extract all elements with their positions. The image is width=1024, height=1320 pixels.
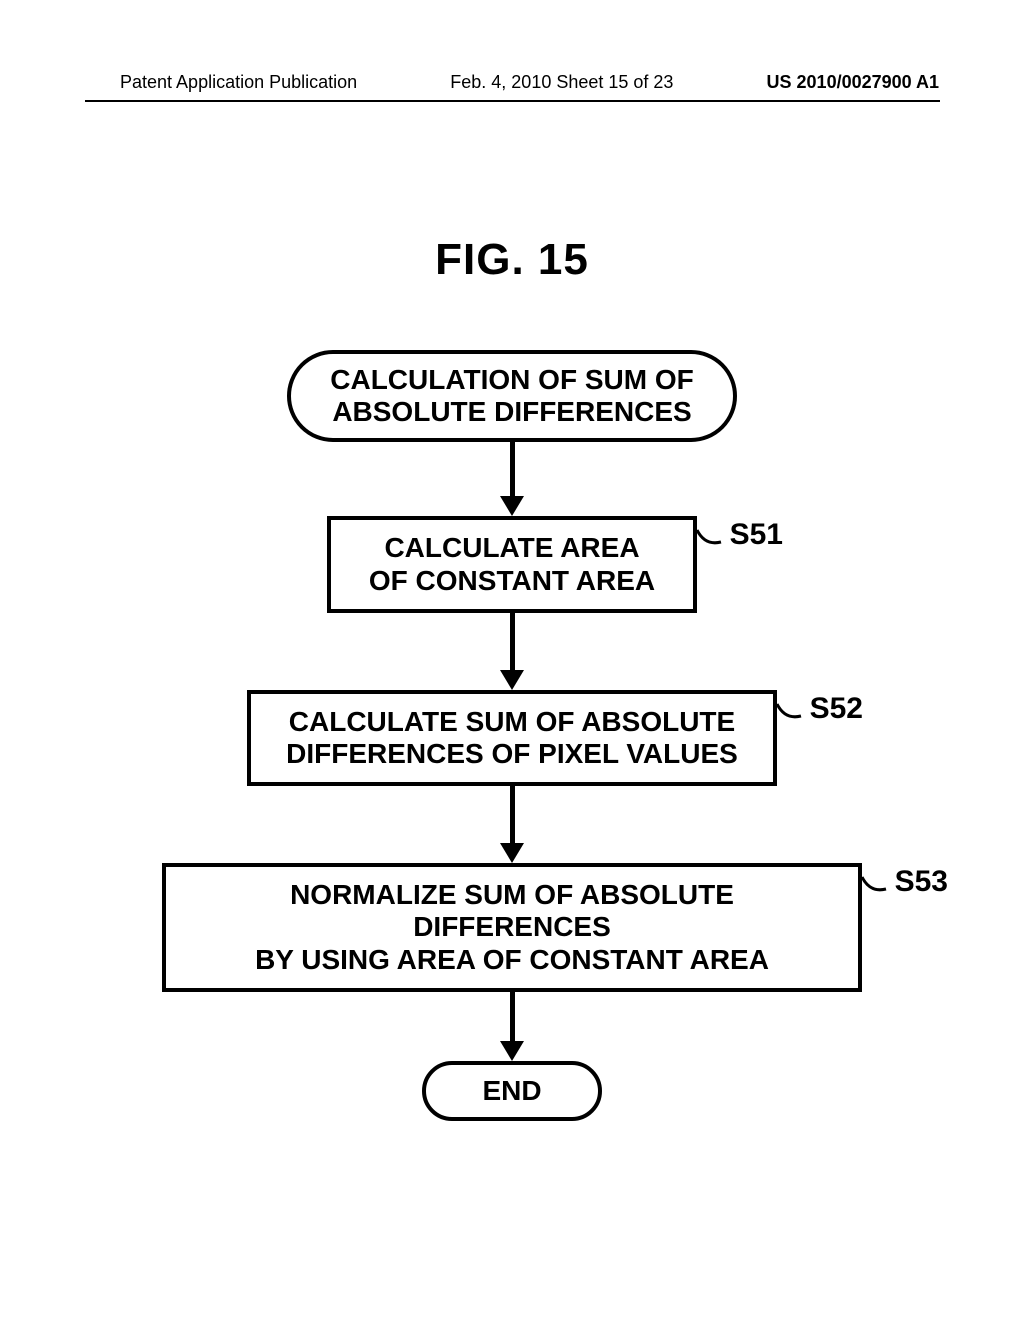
node-s51: CALCULATE AREA OF CONSTANT AREA S51 <box>327 516 697 612</box>
process-s51: CALCULATE AREA OF CONSTANT AREA S51 <box>327 516 697 612</box>
node-s53: NORMALIZE SUM OF ABSOLUTE DIFFERENCES BY… <box>162 863 862 992</box>
terminator-start: CALCULATION OF SUM OF ABSOLUTE DIFFERENC… <box>287 350 737 442</box>
s52-label: S52 <box>810 692 863 727</box>
process-s53: NORMALIZE SUM OF ABSOLUTE DIFFERENCES BY… <box>162 863 862 992</box>
s53-line1: NORMALIZE SUM OF ABSOLUTE DIFFERENCES <box>188 879 836 943</box>
s52-line1: CALCULATE SUM OF ABSOLUTE <box>273 706 751 738</box>
flowchart: CALCULATION OF SUM OF ABSOLUTE DIFFERENC… <box>0 350 1024 1121</box>
s51-label: S51 <box>730 518 783 553</box>
arrow-3-line <box>510 786 515 844</box>
s52-line2: DIFFERENCES OF PIXEL VALUES <box>273 738 751 770</box>
process-s52: CALCULATE SUM OF ABSOLUTE DIFFERENCES OF… <box>247 690 777 786</box>
start-line1: CALCULATION OF SUM OF <box>321 364 703 396</box>
arrow-3 <box>500 786 524 863</box>
arrow-3-head <box>500 843 524 863</box>
page-header: Patent Application Publication Feb. 4, 2… <box>0 72 1024 93</box>
start-line2: ABSOLUTE DIFFERENCES <box>321 396 703 428</box>
node-s52: CALCULATE SUM OF ABSOLUTE DIFFERENCES OF… <box>247 690 777 786</box>
s51-line2: OF CONSTANT AREA <box>353 565 671 597</box>
arrow-1-line <box>510 442 515 497</box>
arrow-4 <box>500 992 524 1061</box>
arrow-2 <box>500 613 524 690</box>
s52-hook-icon <box>775 702 803 722</box>
arrow-2-line <box>510 613 515 671</box>
terminator-end: END <box>422 1061 602 1121</box>
node-end: END <box>422 1061 602 1121</box>
s53-hook-icon <box>860 875 888 895</box>
header-publication: Patent Application Publication <box>120 72 357 93</box>
node-start: CALCULATION OF SUM OF ABSOLUTE DIFFERENC… <box>287 350 737 442</box>
s51-hook-icon <box>695 528 723 548</box>
header-patent-number: US 2010/0027900 A1 <box>767 72 939 93</box>
arrow-4-line <box>510 992 515 1042</box>
s53-line2: BY USING AREA OF CONSTANT AREA <box>188 944 836 976</box>
s51-line1: CALCULATE AREA <box>353 532 671 564</box>
figure-title: FIG. 15 <box>0 235 1024 285</box>
arrow-4-head <box>500 1041 524 1061</box>
header-rule <box>85 100 940 102</box>
arrow-1-head <box>500 496 524 516</box>
header-sheet-info: Feb. 4, 2010 Sheet 15 of 23 <box>450 72 673 93</box>
arrow-1 <box>500 442 524 516</box>
s53-label: S53 <box>895 865 948 900</box>
arrow-2-head <box>500 670 524 690</box>
end-text: END <box>456 1075 568 1107</box>
